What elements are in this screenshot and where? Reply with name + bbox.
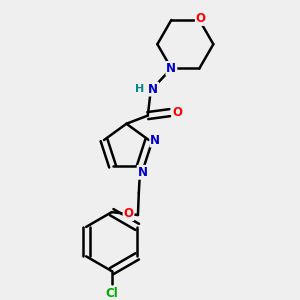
Text: Cl: Cl (105, 287, 118, 300)
Text: O: O (124, 207, 134, 220)
Text: N: N (150, 134, 160, 146)
Text: H: H (135, 84, 144, 94)
Text: O: O (196, 12, 206, 25)
Text: O: O (172, 106, 182, 119)
Text: N: N (167, 62, 176, 75)
Text: N: N (138, 166, 148, 179)
Text: N: N (148, 82, 158, 96)
